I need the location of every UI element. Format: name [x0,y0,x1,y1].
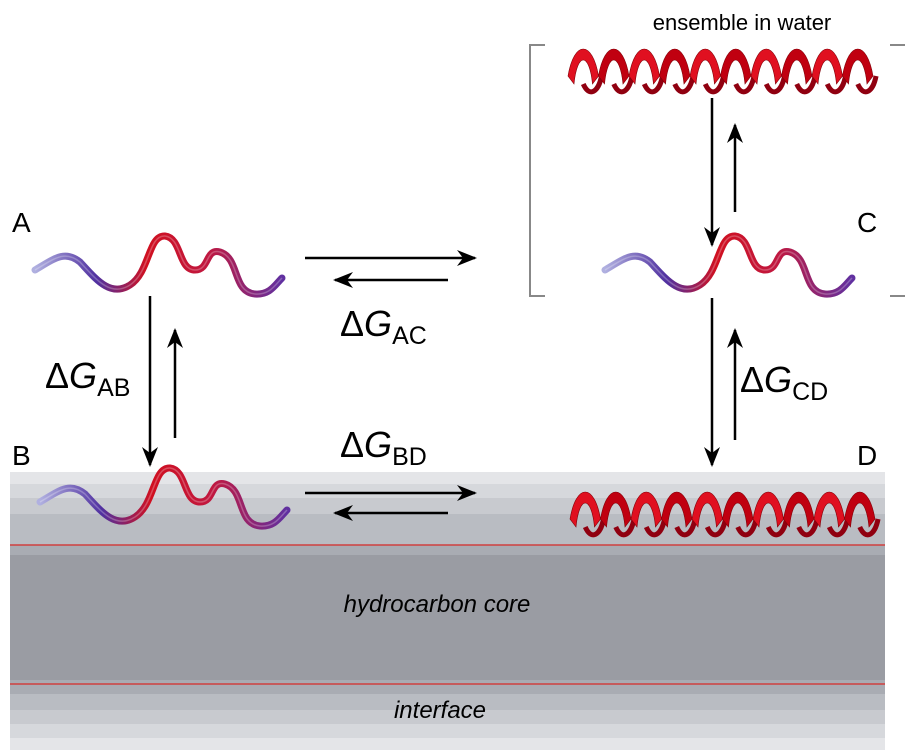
arrows [142,98,743,521]
protein-shape [582,518,607,538]
protein-shape [601,232,856,298]
bracket [890,44,905,297]
protein-shape [735,518,759,538]
protein-shape [813,491,845,528]
state-label: A [12,207,31,238]
protein-shape [600,491,632,528]
protein-shape [580,75,605,95]
protein-shape [720,48,752,85]
protein-shape [691,491,723,528]
protein-shape [630,491,662,528]
protein-shape [604,235,853,295]
protein-shape [794,75,818,95]
protein-shape [824,75,849,95]
protein-shape [702,75,727,95]
protein-shape [704,518,729,538]
protein-shape [672,75,696,95]
ensemble-label: ensemble in water [653,10,832,35]
protein-shape [567,48,599,85]
protein-shape [733,75,757,95]
protein-shape [826,518,851,538]
protein-shape [752,491,784,528]
state-label: C [857,207,877,238]
protein-shape [783,491,815,528]
protein-shape [781,48,813,85]
protein-shape [641,75,666,95]
protein-shape [855,75,879,95]
protein-shape [628,48,660,85]
protein-shape [763,75,788,95]
protein-shape [844,491,876,528]
protein-shape [857,518,881,538]
protein-shape [750,48,782,85]
bracket [529,44,545,297]
energy-label: ΔGAB [45,355,130,402]
protein-shape [643,518,668,538]
energy-label: ΔGBD [340,424,427,471]
protein-shape [569,491,601,528]
protein-shape [613,518,637,538]
protein-shape [34,235,283,295]
protein-shape [598,48,630,85]
protein-shape [811,48,843,85]
proteins [31,48,881,538]
interface-label: interface [394,697,486,724]
protein-shape [39,467,288,527]
protein-shape [842,48,874,85]
state-label: B [12,440,31,471]
membrane [10,472,885,750]
protein-shape [659,48,691,85]
protein-shape [765,518,790,538]
protein-shape [689,48,721,85]
protein-shape [661,491,693,528]
core-label: hydrocarbon core [344,591,531,618]
protein-shape [722,491,754,528]
protein-shape [611,75,635,95]
state-label: D [857,440,877,471]
protein-shape [796,518,820,538]
energy-label: ΔGAC [340,303,427,350]
protein-shape [31,232,286,298]
protein-shape [36,464,291,530]
protein-shape [674,518,698,538]
energy-label: ΔGCD [740,359,828,406]
